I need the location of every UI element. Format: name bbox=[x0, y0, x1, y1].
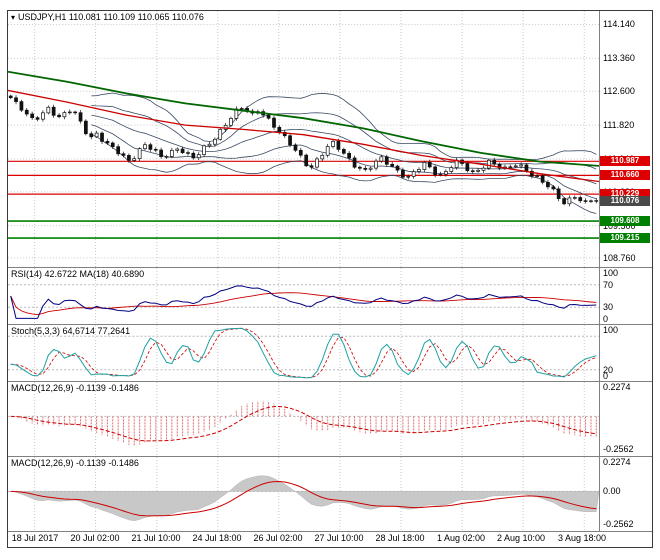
rsi-panel: RSI(14) 42.6722 MA(18) 40.6890 100 70 30 0 bbox=[8, 268, 652, 325]
time-label: 21 Jul 10:00 bbox=[131, 533, 181, 543]
macd-hist-plot[interactable]: MACD(12,26,9) -0.1139 -0.1486 bbox=[8, 382, 599, 456]
price-axis[interactable]: 114.140113.360112.600111.820111.040110.2… bbox=[599, 11, 652, 267]
time-label: 24 Jul 18:00 bbox=[192, 533, 242, 543]
axis-label: 100 bbox=[603, 268, 619, 278]
axis-label: -0.2562 bbox=[603, 444, 634, 455]
stoch-title: Stoch(5,3,3) 64,6714 77,2641 bbox=[11, 326, 131, 336]
macd-area-axis[interactable]: 0.2274 0.00 -0.2562 bbox=[599, 457, 652, 531]
macd-area-title: MACD(12,26,9) -0.1139 -0.1486 bbox=[11, 458, 139, 468]
macd-area-panel: MACD(12,26,9) -0.1139 -0.1486 0.2274 0.00… bbox=[8, 457, 652, 532]
axis-label: 108.760 bbox=[603, 252, 636, 263]
axis-label: 70 bbox=[603, 279, 614, 290]
stoch-plot[interactable]: Stoch(5,3,3) 64,6714 77,2641 bbox=[8, 325, 599, 381]
time-label: 3 Aug 18:00 bbox=[557, 533, 607, 543]
price-plot[interactable]: ▾ USDJPY,H1 110.081 110.109 110.065 110.0… bbox=[8, 11, 599, 267]
axis-label: 0.2274 bbox=[603, 457, 631, 468]
axis-label: 111.820 bbox=[603, 120, 635, 131]
stoch-panel: Stoch(5,3,3) 64,6714 77,2641 100 20 0 bbox=[8, 325, 652, 382]
price-tag: 109.608 bbox=[600, 216, 650, 227]
rsi-axis[interactable]: 100 70 30 0 bbox=[599, 268, 652, 324]
time-label: 26 Jul 02:00 bbox=[253, 533, 303, 543]
price-tag: 110.987 bbox=[600, 156, 650, 167]
axis-label: 112.600 bbox=[603, 86, 635, 97]
axis-label: 100 bbox=[603, 325, 619, 335]
axis-label: 0.00 bbox=[603, 486, 621, 497]
stoch-chart-svg[interactable] bbox=[8, 325, 599, 381]
rsi-title: RSI(14) 42.6722 MA(18) 40.6890 bbox=[11, 269, 145, 279]
price-tag: 110.076 bbox=[600, 195, 650, 206]
chart-symbol-label: USDJPY,H1 bbox=[18, 12, 67, 22]
macd-hist-panel: MACD(12,26,9) -0.1139 -0.1486 0.2274 -0.2… bbox=[8, 382, 652, 457]
price-tag: 109.215 bbox=[600, 233, 650, 244]
macd-hist-title: MACD(12,26,9) -0.1139 -0.1486 bbox=[11, 383, 139, 393]
macd-hist-chart-svg[interactable] bbox=[8, 382, 599, 456]
chart-arrow-icon: ▾ bbox=[11, 13, 16, 22]
price-tag: 110.229 bbox=[600, 189, 650, 200]
time-axis[interactable]: 18 Jul 2017 20 Jul 02:00 21 Jul 10:00 24 Ju… bbox=[8, 532, 652, 547]
rsi-chart-svg[interactable] bbox=[8, 268, 599, 324]
chart-ohlc-values: 110.081 110.109 110.065 110.076 bbox=[68, 12, 204, 22]
price-panel: ▾ USDJPY,H1 110.081 110.109 110.065 110.0… bbox=[8, 11, 652, 268]
chart-title: ▾ USDJPY,H1 110.081 110.109 110.065 110.0… bbox=[11, 12, 204, 22]
time-label: 18 Jul 2017 bbox=[11, 533, 59, 543]
stoch-axis[interactable]: 100 20 0 bbox=[599, 325, 652, 381]
rsi-plot[interactable]: RSI(14) 42.6722 MA(18) 40.6890 bbox=[8, 268, 599, 324]
axis-label: 114.140 bbox=[603, 19, 635, 30]
axis-label: 0.2274 bbox=[603, 382, 631, 393]
axis-label: 0 bbox=[603, 314, 609, 324]
macd-area-plot[interactable]: MACD(12,26,9) -0.1139 -0.1486 bbox=[8, 457, 599, 531]
time-label: 27 Jul 10:00 bbox=[314, 533, 364, 543]
time-label: 1 Aug 02:00 bbox=[436, 533, 486, 543]
macd-hist-axis[interactable]: 0.2274 -0.2562 bbox=[599, 382, 652, 456]
time-label: 20 Jul 02:00 bbox=[70, 533, 120, 543]
axis-label: 0 bbox=[603, 371, 609, 381]
axis-label: -0.2562 bbox=[603, 519, 634, 530]
time-label: 28 Jul 18:00 bbox=[375, 533, 425, 543]
axis-label: 20 bbox=[603, 364, 614, 375]
price-chart-svg[interactable] bbox=[8, 11, 599, 267]
axis-label: 113.360 bbox=[603, 53, 635, 64]
time-label: 2 Aug 10:00 bbox=[496, 533, 546, 543]
chart-window: ▾ USDJPY,H1 110.081 110.109 110.065 110.0… bbox=[7, 10, 653, 548]
axis-label: 30 bbox=[603, 302, 614, 313]
price-tag: 110.660 bbox=[600, 170, 650, 181]
macd-area-chart-svg[interactable] bbox=[8, 457, 599, 531]
